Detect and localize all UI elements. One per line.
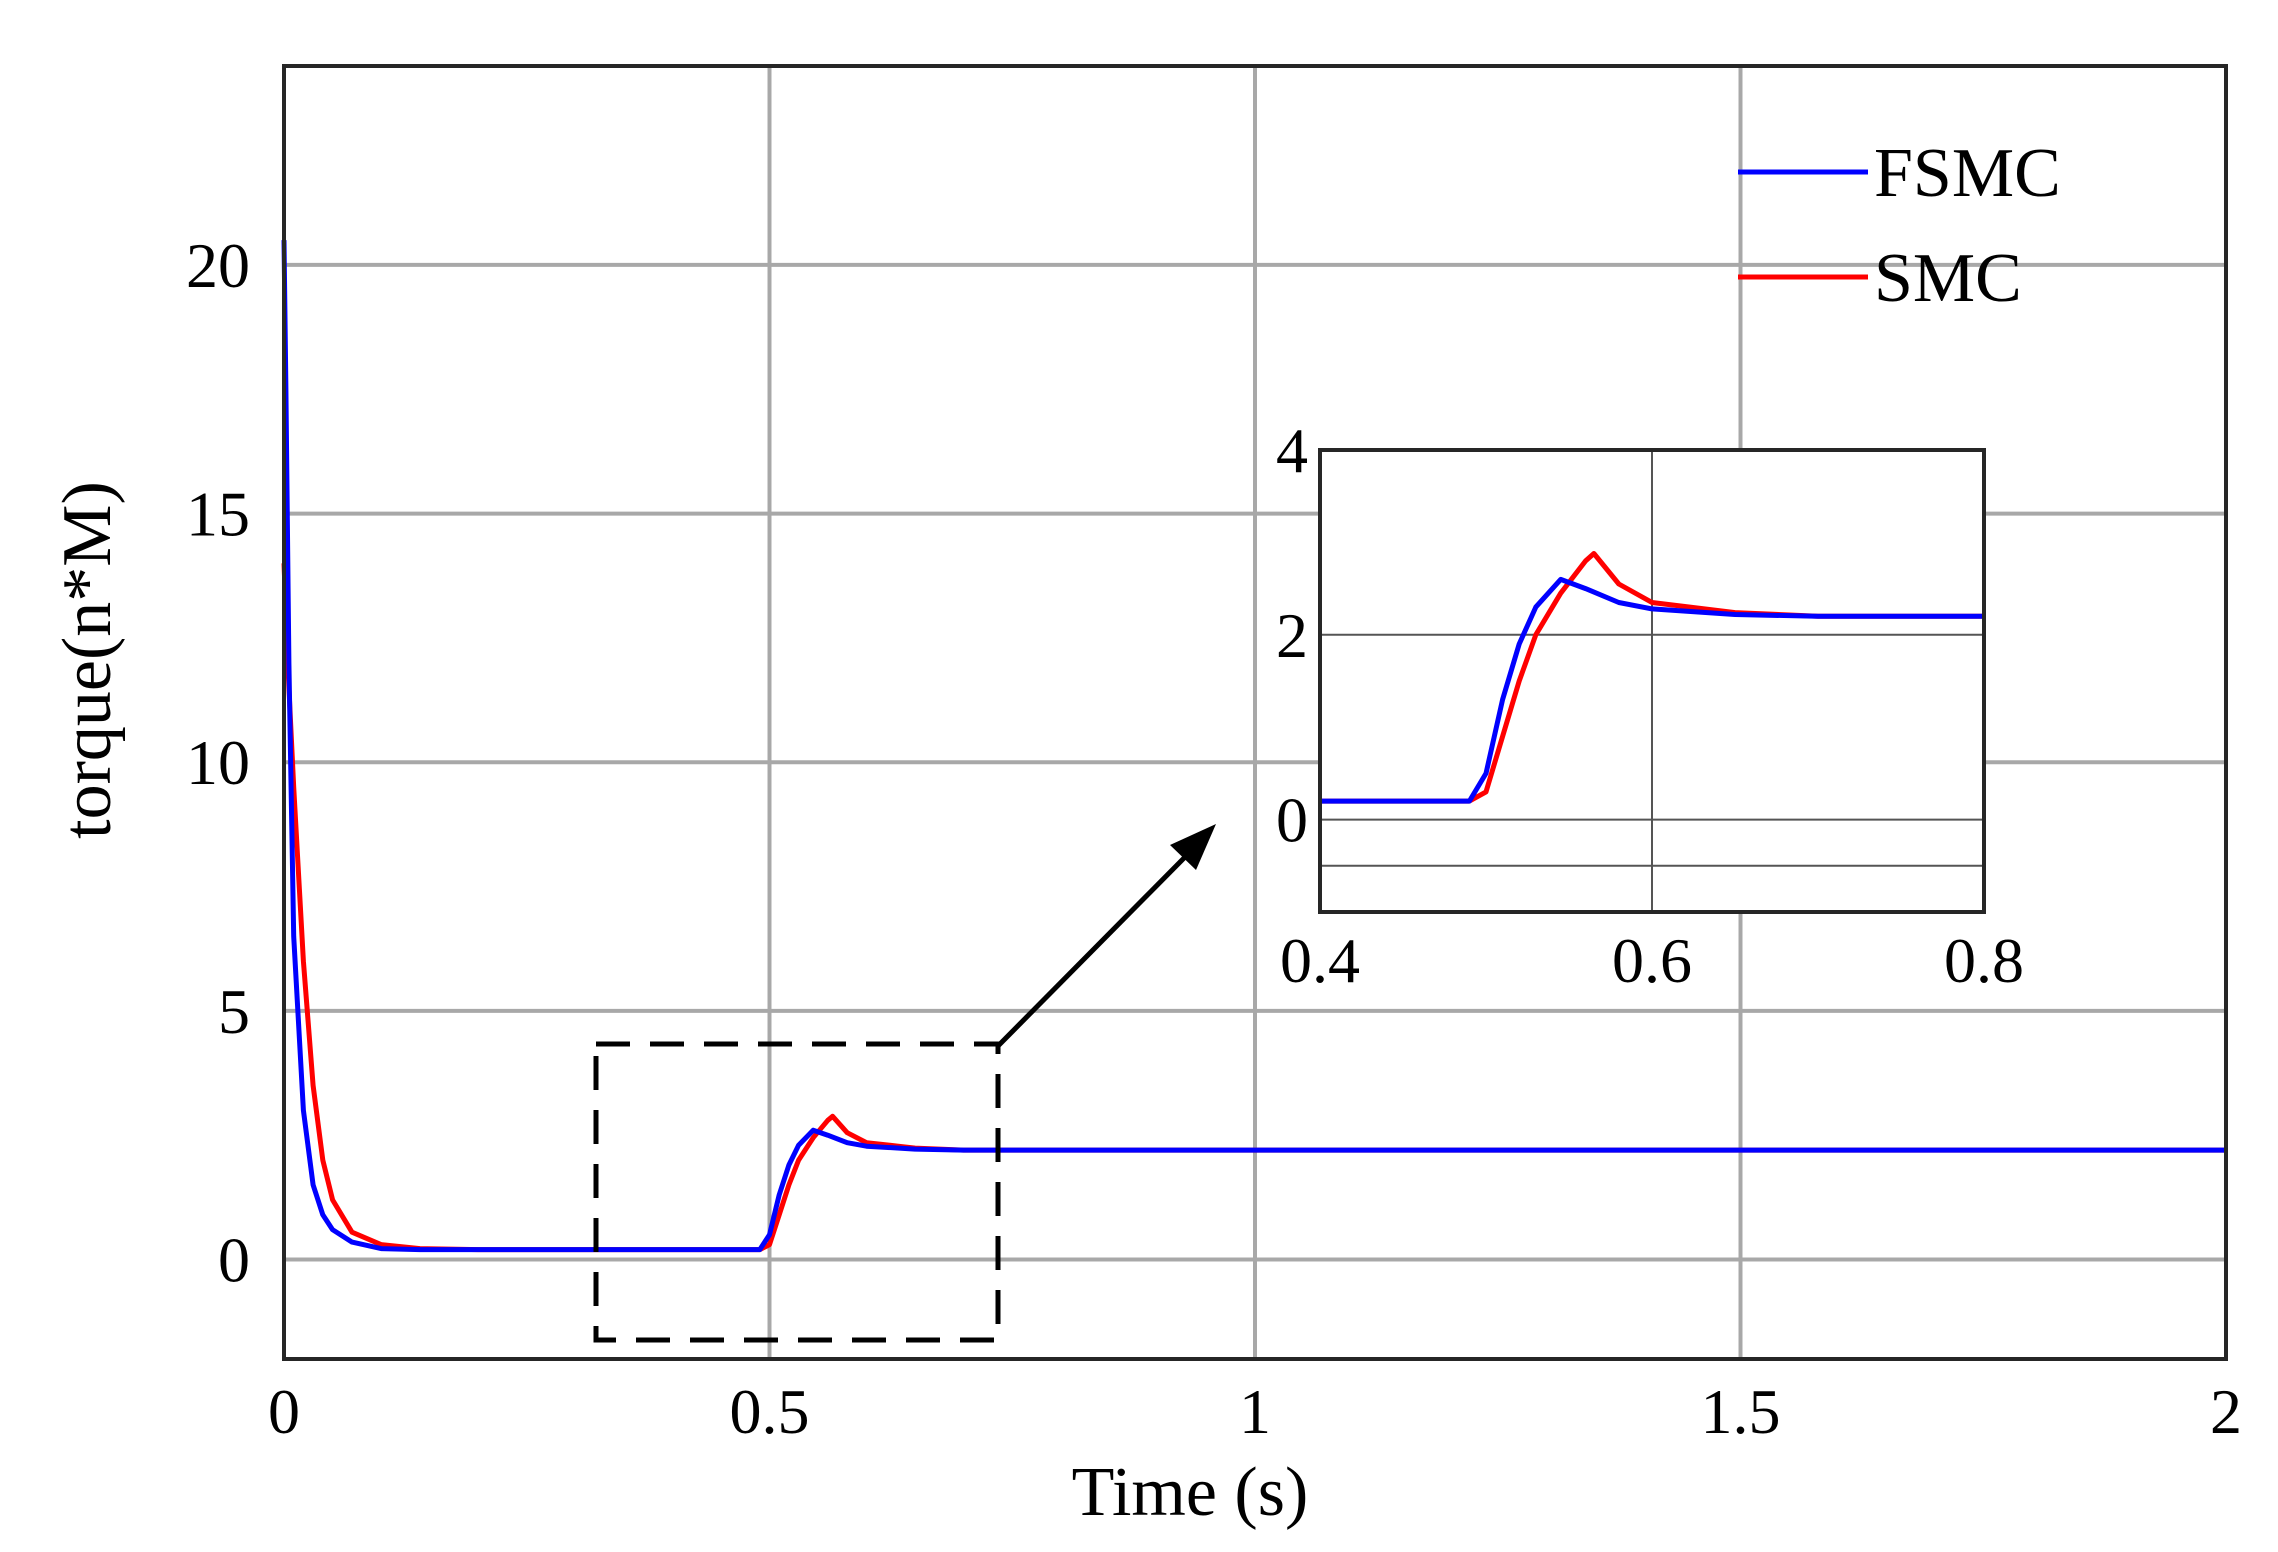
inset-x-tick-labels: 0.4 0.6 0.8 [1280, 925, 2024, 996]
main-y-tick-label: 20 [186, 230, 250, 301]
main-x-tick-label: 0 [268, 1376, 300, 1447]
inset-y-tick-label: 4 [1276, 415, 1308, 486]
main-y-tick-label: 10 [186, 727, 250, 798]
legend-label-fsmc: FSMC [1874, 135, 2061, 212]
x-axis-label: Time (s) [1072, 1454, 1309, 1531]
inset-y-tick-label: 2 [1276, 600, 1308, 671]
main-x-tick-labels: 0 0.5 1 1.5 2 [268, 1376, 2242, 1447]
y-axis-label: torque(n*M) [49, 481, 126, 839]
inset-series [1320, 551, 1984, 804]
main-plot-frame [282, 64, 2228, 1361]
inset-series-1 [1320, 551, 1984, 804]
inset-grid [1320, 450, 1984, 912]
main-y-tick-label: 15 [186, 479, 250, 550]
zoom-region-box [593, 1041, 1001, 1343]
main-x-tick-label: 0.5 [730, 1376, 810, 1447]
main-x-tick-label: 2 [2210, 1376, 2242, 1447]
main-series [281, 240, 2226, 1253]
main-y-tick-labels: 0 5 10 15 20 [186, 230, 250, 1296]
legend-label-smc: SMC [1874, 240, 2022, 317]
zoom-arrow-line [996, 850, 1192, 1048]
main-x-tick-label: 1 [1239, 1376, 1271, 1447]
main-x-tick-label: 1.5 [1701, 1376, 1781, 1447]
zoom-arrow-head [1170, 824, 1216, 870]
inset-x-tick-label: 0.6 [1612, 925, 1692, 996]
inset-series-0 [1320, 576, 1984, 804]
inset-plot-frame [1318, 448, 1986, 914]
legend: FSMC SMC [1738, 135, 2061, 317]
main-y-tick-label: 5 [218, 976, 250, 1047]
main-y-tick-label: 0 [218, 1225, 250, 1296]
main-series-fsmc [281, 240, 2226, 1253]
inset-x-tick-label: 0.4 [1280, 925, 1360, 996]
inset-y-tick-labels: 0 2 4 [1276, 415, 1308, 856]
inset-y-tick-label: 0 [1276, 785, 1308, 856]
inset-x-tick-label: 0.8 [1944, 925, 2024, 996]
